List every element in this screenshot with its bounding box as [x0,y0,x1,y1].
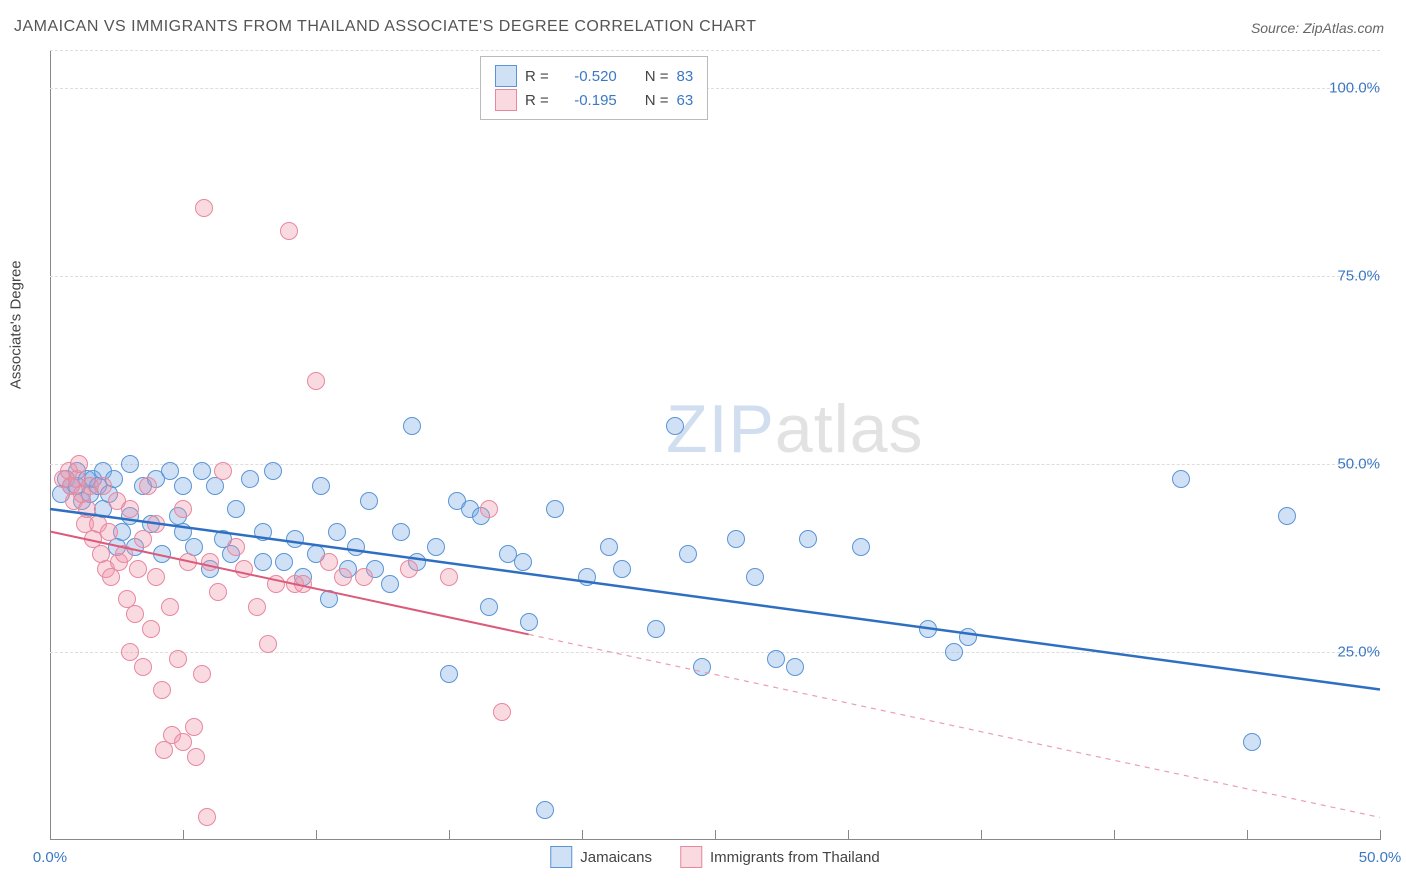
legend-swatch [495,89,517,111]
trend-line-solid [50,509,1380,690]
legend-series-label: Jamaicans [580,849,652,866]
r-value: -0.520 [557,68,617,85]
legend-swatch [680,846,702,868]
correlation-legend: R = -0.520 N = 83 R = -0.195 N = 63 [480,56,708,120]
series-legend: Jamaicans Immigrants from Thailand [550,846,880,868]
r-label: R = [525,92,549,109]
source-credit: Source: ZipAtlas.com [1251,20,1384,36]
x-tick-mark [1380,830,1381,840]
n-value: 63 [677,92,694,109]
r-value: -0.195 [557,92,617,109]
r-label: R = [525,68,549,85]
x-tick-label: 50.0% [1359,849,1402,866]
y-axis-title: Associate's Degree [8,260,25,389]
legend-series-item: Jamaicans [550,846,652,868]
chart-title: JAMAICAN VS IMMIGRANTS FROM THAILAND ASS… [14,18,756,36]
legend-series-label: Immigrants from Thailand [710,849,880,866]
trend-line-solid [50,532,529,635]
trend-line-dashed [529,634,1380,817]
legend-swatch [550,846,572,868]
legend-swatch [495,65,517,87]
legend-series-item: Immigrants from Thailand [680,846,880,868]
x-tick-label: 0.0% [33,849,67,866]
legend-correlation-row: R = -0.520 N = 83 [495,65,693,87]
trend-lines-layer [50,50,1380,840]
n-label: N = [645,68,669,85]
n-label: N = [645,92,669,109]
legend-correlation-row: R = -0.195 N = 63 [495,89,693,111]
n-value: 83 [677,68,694,85]
chart-plot-area: ZIPatlas Associate's Degree R = -0.520 N… [50,50,1380,840]
